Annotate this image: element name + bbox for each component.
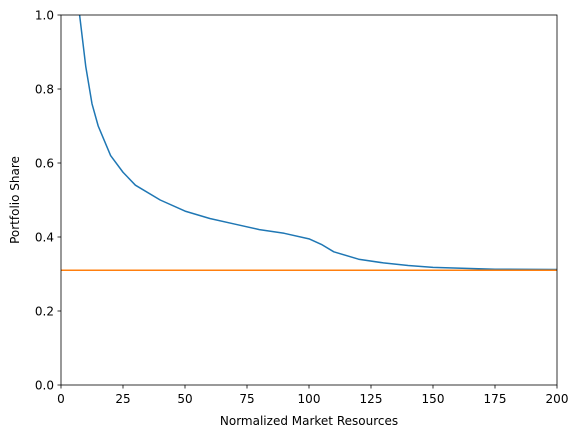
plot-frame: [60, 14, 558, 386]
y-tick-label: 0.2: [35, 305, 54, 319]
x-tick-label: 100: [298, 392, 321, 406]
x-axis-label: Normalized Market Resources: [220, 414, 398, 428]
y-tick-label: 0.0: [35, 379, 54, 393]
y-tick-label: 0.4: [35, 231, 54, 245]
x-tick-label: 50: [177, 392, 192, 406]
series-line: [78, 15, 557, 271]
x-tick-label: 175: [484, 392, 507, 406]
x-tick-label: 25: [115, 392, 130, 406]
y-tick-label: 0.6: [35, 157, 54, 171]
x-tick-label: 125: [360, 392, 383, 406]
x-tick-label: 200: [546, 392, 569, 406]
x-tick-label: 150: [422, 392, 445, 406]
y-tick-label: 0.8: [35, 83, 54, 97]
x-tick-label: 0: [57, 392, 65, 406]
y-tick-label: 1.0: [35, 9, 54, 23]
y-axis-label: Portfolio Share: [8, 156, 22, 244]
x-tick-label: 75: [239, 392, 254, 406]
plot-area: [61, 15, 557, 272]
